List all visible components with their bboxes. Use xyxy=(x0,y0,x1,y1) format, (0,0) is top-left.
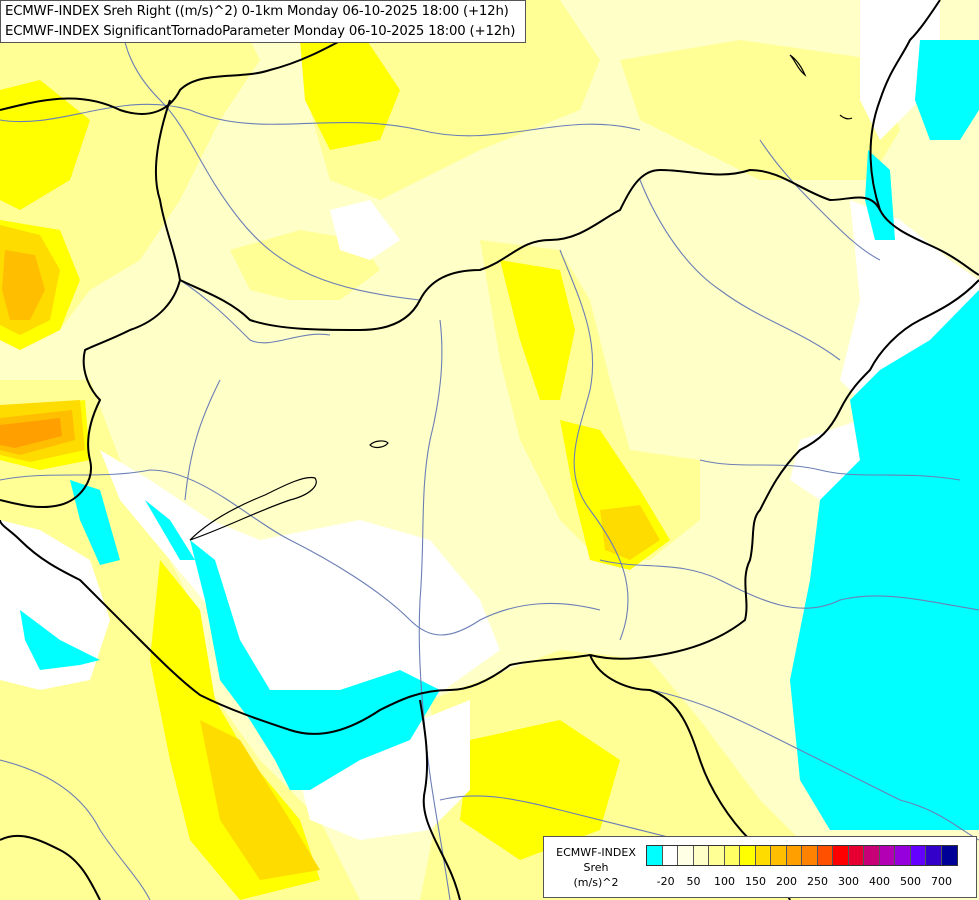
legend-swatch xyxy=(678,846,694,865)
legend-swatch xyxy=(709,846,725,865)
legend-swatch xyxy=(755,846,771,865)
legend-tick-label: 300 xyxy=(838,875,859,888)
legend-tick-label: 100 xyxy=(714,875,735,888)
legend-swatch xyxy=(895,846,911,865)
sreh-250-300-zones xyxy=(0,418,62,448)
legend-tick-label: 700 xyxy=(931,875,952,888)
legend-swatch xyxy=(864,846,880,865)
legend-swatch xyxy=(910,846,926,865)
legend-swatch xyxy=(848,846,864,865)
legend-swatch xyxy=(926,846,942,865)
title-line-1: ECMWF-INDEX Sreh Right ((m/s)^2) 0-1km M… xyxy=(5,4,509,19)
legend-swatch xyxy=(786,846,802,865)
legend-title-line-2: Sreh xyxy=(583,861,609,874)
legend-swatch xyxy=(647,846,663,865)
legend-swatch xyxy=(724,846,740,865)
lakes xyxy=(189,54,853,541)
title-line-2: ECMWF-INDEX SignificantTornadoParameter … xyxy=(5,24,516,39)
legend-swatch xyxy=(941,846,957,865)
legend-tick-label: 250 xyxy=(807,875,828,888)
legend-title: ECMWF-INDEX Sreh (m/s)^2 xyxy=(548,845,644,890)
legend-tick-label: -20 xyxy=(656,875,675,888)
map-title-box: ECMWF-INDEX Sreh Right ((m/s)^2) 0-1km M… xyxy=(0,0,526,43)
legend-swatch xyxy=(817,846,833,865)
legend-swatch xyxy=(740,846,756,865)
legend-title-line-3: (m/s)^2 xyxy=(573,876,619,889)
legend-swatch xyxy=(833,846,849,865)
sreh-negative-zones xyxy=(20,40,979,830)
legend-swatch xyxy=(771,846,787,865)
legend-tick-label: 150 xyxy=(745,875,766,888)
legend-swatch xyxy=(802,846,818,865)
legend-tick-label: 50 xyxy=(686,875,701,888)
legend-swatch xyxy=(879,846,895,865)
legend-tick-label: 500 xyxy=(900,875,921,888)
legend-color-bar xyxy=(646,845,958,866)
legend-tick-label: 200 xyxy=(776,875,797,888)
legend-tick-label: 400 xyxy=(869,875,890,888)
color-legend: ECMWF-INDEX Sreh (m/s)^2 -20 50 100 150 200 2… xyxy=(543,836,977,898)
legend-swatch xyxy=(662,846,678,865)
legend-title-line-1: ECMWF-INDEX xyxy=(556,846,636,859)
legend-swatch xyxy=(693,846,709,865)
